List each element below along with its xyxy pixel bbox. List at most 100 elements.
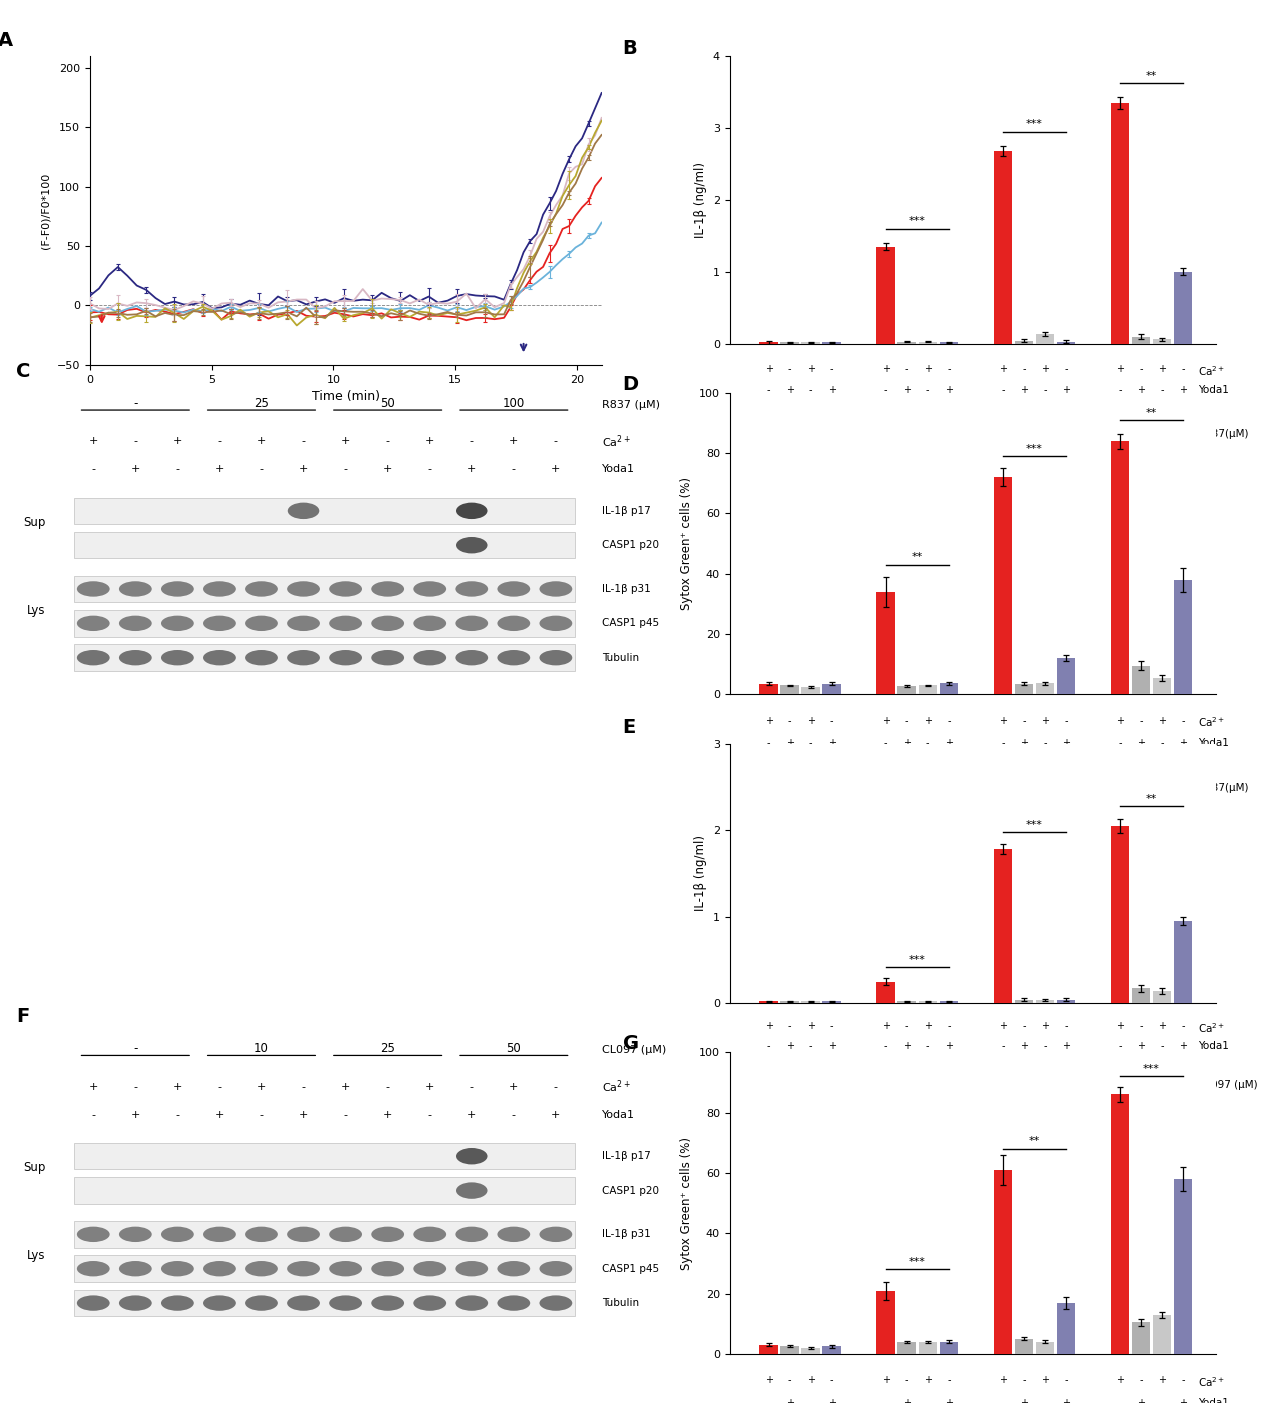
Bar bbox=[877, 1291, 895, 1354]
Text: +: + bbox=[425, 436, 434, 446]
Text: +: + bbox=[945, 1397, 952, 1403]
Text: -: - bbox=[343, 1110, 348, 1120]
Bar bbox=[1174, 579, 1192, 694]
Bar bbox=[877, 982, 895, 1003]
Text: -: - bbox=[799, 783, 803, 794]
Text: +: + bbox=[1041, 363, 1048, 373]
Text: +: + bbox=[902, 738, 911, 748]
Text: ***: *** bbox=[909, 216, 925, 226]
Text: -: - bbox=[947, 716, 951, 725]
Ellipse shape bbox=[77, 616, 110, 631]
Text: -: - bbox=[260, 464, 264, 474]
Text: +: + bbox=[806, 363, 814, 373]
Text: -: - bbox=[905, 1021, 909, 1031]
Text: +: + bbox=[467, 464, 476, 474]
Bar bbox=[877, 592, 895, 694]
Text: -: - bbox=[905, 363, 909, 373]
Text: +: + bbox=[1020, 1397, 1028, 1403]
Text: E: E bbox=[622, 717, 636, 737]
Bar bbox=[759, 1002, 778, 1003]
Ellipse shape bbox=[456, 1295, 488, 1310]
Text: -: - bbox=[947, 363, 951, 373]
Ellipse shape bbox=[204, 581, 236, 596]
Text: CASP1 p45: CASP1 p45 bbox=[602, 619, 659, 629]
Text: +: + bbox=[298, 1110, 308, 1120]
Text: -: - bbox=[1023, 363, 1025, 373]
Text: -: - bbox=[1001, 1397, 1005, 1403]
Ellipse shape bbox=[119, 1295, 152, 1310]
Bar bbox=[940, 683, 957, 694]
Text: +: + bbox=[383, 1110, 393, 1120]
Bar bbox=[1132, 337, 1151, 344]
Text: -: - bbox=[133, 397, 137, 410]
Text: Ca$^{2+}$: Ca$^{2+}$ bbox=[602, 1079, 631, 1094]
Bar bbox=[1153, 340, 1171, 344]
Text: CASP1 p20: CASP1 p20 bbox=[602, 1186, 659, 1195]
Text: IL-1β p17: IL-1β p17 bbox=[602, 1152, 652, 1162]
Text: -: - bbox=[512, 1110, 516, 1120]
Text: -: - bbox=[1001, 386, 1005, 396]
Text: +: + bbox=[924, 363, 932, 373]
Ellipse shape bbox=[287, 1261, 320, 1277]
Text: +: + bbox=[215, 1110, 224, 1120]
Bar bbox=[897, 1002, 916, 1003]
Text: -: - bbox=[799, 428, 803, 439]
Bar bbox=[74, 610, 575, 637]
Text: +: + bbox=[215, 464, 224, 474]
Text: +: + bbox=[1158, 716, 1166, 725]
Bar bbox=[1174, 1179, 1192, 1354]
Text: -: - bbox=[947, 1375, 951, 1385]
Bar bbox=[919, 341, 937, 344]
Bar bbox=[993, 849, 1012, 1003]
Text: +: + bbox=[383, 464, 393, 474]
Text: ***: *** bbox=[909, 954, 925, 965]
Text: +: + bbox=[1020, 386, 1028, 396]
Text: +: + bbox=[1158, 1021, 1166, 1031]
Text: 25: 25 bbox=[910, 428, 924, 439]
Bar bbox=[1111, 441, 1129, 694]
Text: +: + bbox=[924, 716, 932, 725]
Text: -: - bbox=[175, 464, 179, 474]
Text: 25: 25 bbox=[1028, 1080, 1042, 1090]
Ellipse shape bbox=[456, 1226, 488, 1242]
Text: +: + bbox=[764, 1021, 773, 1031]
Text: -: - bbox=[788, 1375, 791, 1385]
Text: -: - bbox=[1181, 363, 1185, 373]
Text: CL097 (μM): CL097 (μM) bbox=[1198, 1080, 1258, 1090]
Text: **: ** bbox=[1146, 408, 1157, 418]
Bar bbox=[1153, 678, 1171, 694]
Text: +: + bbox=[786, 1397, 794, 1403]
Ellipse shape bbox=[498, 650, 530, 665]
Text: +: + bbox=[902, 386, 911, 396]
Text: -: - bbox=[470, 1082, 474, 1092]
Ellipse shape bbox=[161, 1295, 193, 1310]
Text: +: + bbox=[552, 1110, 561, 1120]
Text: +: + bbox=[998, 716, 1007, 725]
Text: +: + bbox=[882, 363, 890, 373]
Text: +: + bbox=[828, 386, 836, 396]
Text: Ca$^{2+}$: Ca$^{2+}$ bbox=[1198, 1375, 1225, 1389]
Text: +: + bbox=[509, 436, 518, 446]
Text: -: - bbox=[1139, 363, 1143, 373]
Text: +: + bbox=[1158, 363, 1166, 373]
Ellipse shape bbox=[329, 616, 362, 631]
Bar bbox=[1015, 1000, 1033, 1003]
Text: +: + bbox=[340, 436, 351, 446]
Text: -: - bbox=[91, 1110, 95, 1120]
Ellipse shape bbox=[371, 581, 404, 596]
Ellipse shape bbox=[287, 581, 320, 596]
Text: -: - bbox=[925, 738, 929, 748]
Ellipse shape bbox=[413, 616, 447, 631]
Text: -: - bbox=[343, 464, 348, 474]
Ellipse shape bbox=[329, 1226, 362, 1242]
Text: 100: 100 bbox=[1140, 783, 1162, 794]
Text: +: + bbox=[131, 464, 140, 474]
Text: **: ** bbox=[1146, 794, 1157, 804]
Text: +: + bbox=[173, 1082, 182, 1092]
Text: -: - bbox=[809, 1397, 813, 1403]
Ellipse shape bbox=[161, 581, 193, 596]
Ellipse shape bbox=[456, 502, 488, 519]
Text: -: - bbox=[1043, 1397, 1047, 1403]
Ellipse shape bbox=[204, 616, 236, 631]
Text: -: - bbox=[799, 1080, 803, 1090]
